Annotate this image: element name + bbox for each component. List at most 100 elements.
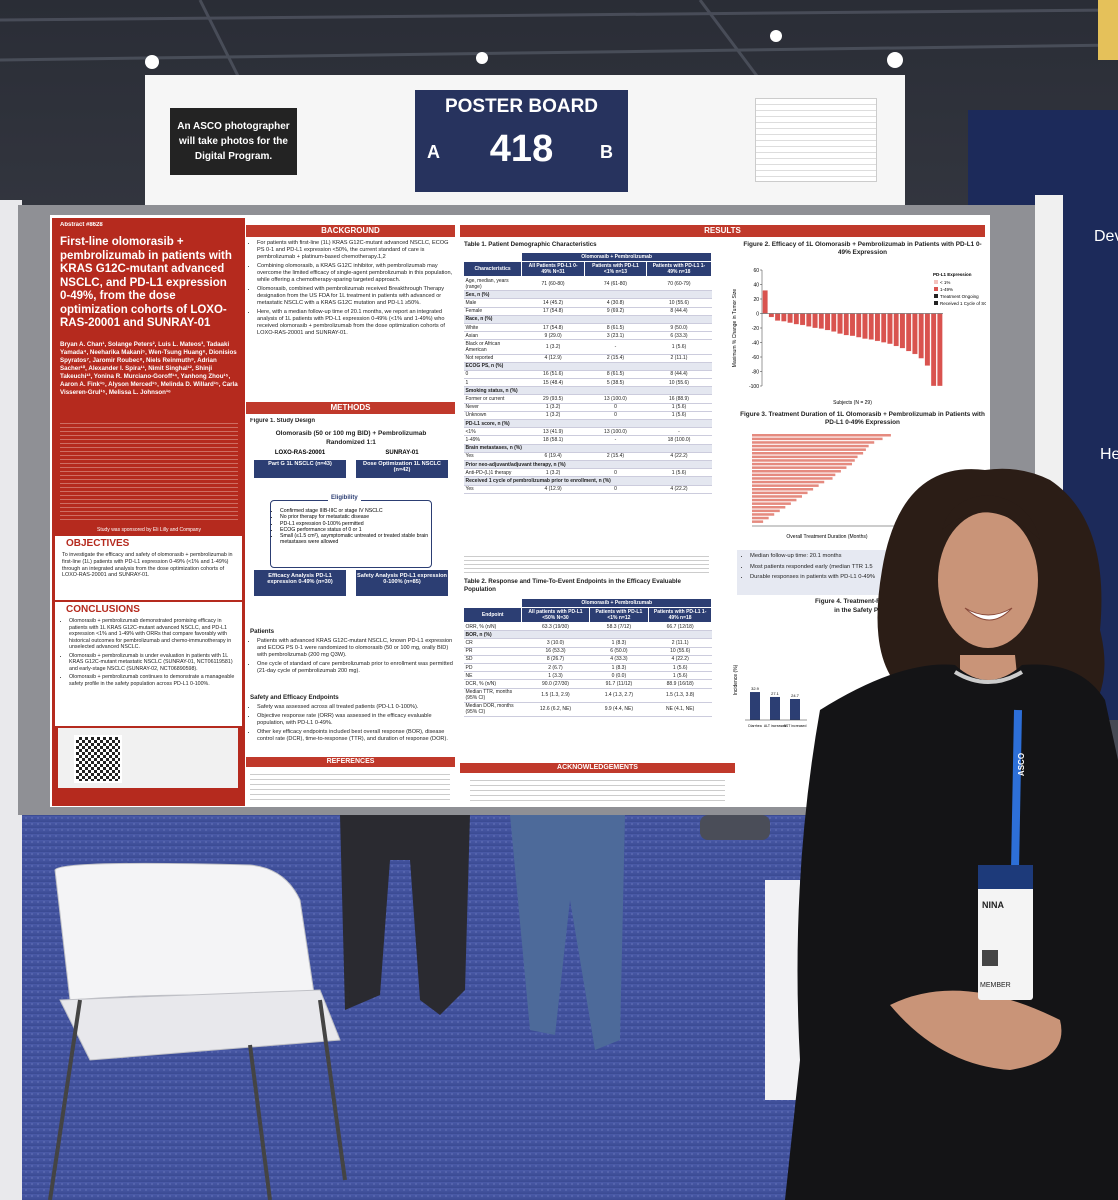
duration-bar <box>752 516 769 520</box>
poster-title: First-line olomorasib + pembrolizumab in… <box>60 236 232 329</box>
cohort-box: Dose Optimization 1L NSCLC (n=42) <box>356 460 448 478</box>
references-text <box>250 770 450 802</box>
table-cell: NE (4.1, NE) <box>648 702 712 717</box>
table-row: Median TTR, months (95% CI) 1.5 (1.3, 2.9… <box>463 688 712 703</box>
table-cell: 1 (8.3) <box>589 663 649 673</box>
figure2-title: Figure 2. Efficacy of 1L Olomorasib + Pe… <box>743 241 982 256</box>
table-cell: 4 (22.2) <box>646 452 712 461</box>
table-cell: 1 (3.2) <box>521 403 585 412</box>
table-cell: 4 (30.8) <box>584 298 647 308</box>
table-row: Yes 6 (19.4) 2 (15.4) 4 (22.2) <box>463 452 712 461</box>
conclusions-box <box>55 602 242 726</box>
figure4-title: Figure 4. Treatment-Related Adverse <box>815 598 926 605</box>
table-cell: <1% <box>463 427 522 437</box>
table-cell: SD <box>463 655 522 664</box>
group-row: Olomorasib + Pembrolizumab <box>463 598 712 608</box>
table-cell: 4 (12.9) <box>521 485 585 494</box>
column-header: All Patients PD-L1 0-49% N=31 <box>521 261 585 277</box>
bullet: Olomorasib + pembrolizumab continues to … <box>69 674 240 687</box>
bar <box>893 313 899 347</box>
header-row: Endpoint All patients with PD-L1 <50% N=3… <box>463 607 712 623</box>
y-tick-label: -40 <box>752 341 759 347</box>
methods-heading: METHODS <box>246 402 455 414</box>
bullet: For patients with first-line (1L) KRAS G… <box>257 240 454 261</box>
table-cell: 4 (12.9) <box>521 354 585 363</box>
bullet-list: Patients with advanced KRAS G12C-mutant … <box>248 638 454 675</box>
table-cell: 3 (23.1) <box>584 331 647 341</box>
regimen: Olomorasib (50 or 100 mg BID) + Pembroli… <box>275 430 427 437</box>
table-cell: Former or current <box>463 394 522 404</box>
table-cell: Yes <box>463 485 522 494</box>
table-row: Median DOR, months (95% CI) 12.6 (6.2, NE… <box>463 702 712 717</box>
table-cell: 4 (22.2) <box>648 655 712 664</box>
lanyard-text: ASCO <box>1017 752 1027 777</box>
table-cell: 17 (54.8) <box>521 307 585 316</box>
legend-swatch <box>934 301 938 305</box>
table-cell: 1.5 (1.3, 2.9) <box>521 688 590 703</box>
bar <box>750 692 760 720</box>
table-cell: 58.3 (7/12) <box>589 622 649 632</box>
table-cell: 2 (11.1) <box>648 638 712 648</box>
eligibility-item: PD-L1 expression 0-100% permitted <box>280 521 431 527</box>
acknowledgements-heading: ACKNOWLEDGEMENTS <box>460 763 735 773</box>
eligibility-list: Confirmed stage IIIB-IIIC or stage IV NS… <box>271 508 431 546</box>
x-tick-label: Diarrhea <box>748 724 761 728</box>
duration-bar <box>752 448 866 451</box>
figure3-title: Figure 3. Treatment Duration of 1L Olomo… <box>740 411 985 426</box>
eligibility-heading: Eligibility <box>328 495 361 501</box>
table-row: Smoking status, n (%) <box>463 386 712 396</box>
table-cell: Race, n (%) <box>463 315 712 324</box>
y-tick-label: -60 <box>752 355 759 361</box>
objectives-text: To investigate the efficacy and safety o… <box>62 552 233 579</box>
table-cell: 1.4 (1.3, 2.7) <box>589 688 649 703</box>
table-row: NE 1 (3.3) 0 (0.0) 1 (5.6) <box>463 671 712 681</box>
bullet: Olomorasib, combined with pembrolizumab … <box>257 286 454 307</box>
column-header: Patients with PD-L1 1-49% n=18 <box>645 261 712 277</box>
table-row: Brain metastases, n (%) <box>463 444 712 453</box>
duration-bar <box>752 480 825 484</box>
table-cell: 18 (100.0) <box>646 435 712 445</box>
table-cell: 0 <box>584 485 647 494</box>
bar <box>843 313 850 336</box>
bar <box>818 313 825 329</box>
bar <box>781 313 787 322</box>
table-cell: 29 (93.5) <box>521 394 585 404</box>
table-cell: - <box>584 339 647 355</box>
table-cell: Brain metastases, n (%) <box>463 444 712 453</box>
legend-label: Received 1 Cycle of SOC <box>940 301 986 306</box>
legend-label: < 1% <box>940 280 950 285</box>
y-tick-label: 60 <box>753 268 759 274</box>
group-row: Olomorasib + Pembrolizumab <box>463 252 712 262</box>
table-cell: Female <box>463 307 522 316</box>
table-cell: 66.7 (12/18) <box>648 622 712 632</box>
bar <box>912 313 918 355</box>
table-cell: Asian <box>463 331 522 341</box>
table-cell: 9 (69.2) <box>584 307 647 316</box>
x-axis-label: Subjects (N = 29) <box>833 400 872 406</box>
table-cell: 1 (3.2) <box>521 339 585 355</box>
table-cell: 9 (29.0) <box>521 331 585 341</box>
column-header: All patients with PD-L1 <50% N=30 <box>521 607 590 623</box>
bar <box>793 313 800 325</box>
table-cell: 91.7 (11/12) <box>589 679 649 689</box>
table-cell: 15 (48.4) <box>521 378 585 388</box>
duration-bar <box>752 466 847 469</box>
table-cell: Median DOR, months (95% CI) <box>463 702 522 717</box>
eligibility-box: Confirmed stage IIIB-IIIC or stage IV NS… <box>270 500 432 568</box>
table-cell: 6 (33.3) <box>646 331 712 341</box>
value-label: 27.1 <box>771 691 780 696</box>
table-cell: 9 (50.0) <box>646 323 712 333</box>
duration-bar <box>752 506 786 509</box>
table-cell: 3 (10.0) <box>521 638 590 648</box>
duration-bar <box>752 462 852 466</box>
bar <box>924 313 931 366</box>
table-cell: 9.9 (4.4, NE) <box>589 702 649 717</box>
y-tick-label: -80 <box>752 370 759 376</box>
table-cell: 1 (5.6) <box>646 468 712 478</box>
table-cell: 1 (5.6) <box>646 339 712 355</box>
endpoints-list: Safety was assessed across all treated p… <box>248 704 454 756</box>
y-tick-label: -20 <box>752 326 759 332</box>
background-list: For patients with first-line (1L) KRAS G… <box>248 240 454 400</box>
table-cell: 5 (38.5) <box>584 378 647 388</box>
